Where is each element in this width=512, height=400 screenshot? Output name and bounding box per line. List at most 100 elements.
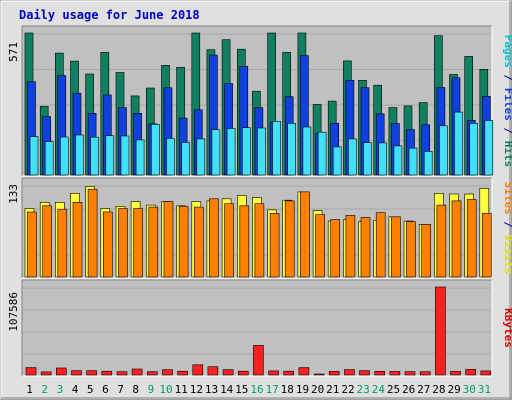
bar-sites-day-31	[481, 213, 492, 278]
bar-kbytes-day-24	[374, 370, 386, 376]
bar-kbytes-day-11	[177, 370, 188, 376]
day-label: 25	[387, 383, 400, 396]
bar-sites-day-19	[300, 191, 310, 278]
panel-mid: 133 Sites / Visits	[7, 177, 512, 279]
bar-kbytes-day-5	[86, 370, 97, 376]
bar-sites-day-17	[269, 213, 280, 278]
bar-sites-day-3	[57, 208, 68, 278]
bar-pages-day-7	[120, 135, 130, 176]
legend-label: /	[502, 68, 512, 88]
day-label: 31	[478, 383, 491, 396]
legend-label: Sites	[502, 182, 512, 215]
bar-pages-day-28	[439, 125, 448, 176]
bar-pages-day-1	[29, 136, 39, 176]
bar-kbytes-day-27	[419, 371, 431, 376]
bar-pages-day-6	[105, 135, 115, 176]
day-label: 11	[175, 383, 188, 396]
day-label: 21	[326, 383, 339, 396]
day-label: 24	[372, 383, 386, 396]
day-label: 6	[102, 383, 109, 396]
bar-kbytes-day-2	[40, 371, 52, 376]
bar-sites-day-2	[42, 205, 53, 278]
day-label: 22	[341, 383, 354, 396]
bar-pages-day-15	[242, 127, 251, 176]
bar-kbytes-day-6	[101, 370, 113, 376]
x-axis-day-labels: 1 2 3 4 5 6 7 8 9 10 11 12 13 14 15 16 17 18 19 20 21 22 23 24 2…	[26, 383, 491, 396]
bar-sites-day-12	[194, 206, 204, 278]
bar-kbytes-day-22	[344, 369, 355, 376]
bar-pages-day-4	[75, 134, 84, 176]
bar-sites-day-30	[466, 199, 477, 278]
y-axis-max-label: 571	[7, 42, 20, 62]
day-label: 2	[41, 383, 48, 396]
bar-pages-day-29	[454, 111, 463, 176]
bar-kbytes-day-8	[131, 368, 143, 376]
bar-kbytes-day-16	[253, 345, 264, 376]
bar-pages-day-11	[181, 142, 190, 176]
bar-kbytes-day-12	[192, 364, 204, 376]
bar-kbytes-day-20	[313, 373, 325, 376]
bar-kbytes-day-3	[55, 367, 67, 376]
day-label: 9	[148, 383, 155, 396]
legend-label: Visits	[502, 235, 512, 275]
bar-kbytes-day-10	[162, 369, 173, 376]
day-label: 15	[235, 383, 248, 396]
bar-sites-day-20	[315, 214, 325, 278]
bar-pages-day-26	[408, 147, 418, 176]
bar-pages-day-20	[317, 131, 327, 176]
bar-pages-day-3	[59, 136, 69, 176]
bar-pages-day-19	[302, 126, 312, 176]
legend-label: /	[502, 215, 512, 235]
panel-legend: Pages / Files / Hits	[502, 35, 512, 168]
bar-pages-day-9	[151, 124, 160, 176]
day-label: 3	[57, 383, 64, 396]
bar-kbytes-day-30	[465, 369, 477, 376]
chart-panels: 571 Pages / Files / Hits 133 Sites / Visits…	[7, 25, 512, 377]
bar-pages-day-30	[469, 123, 479, 176]
day-label: 23	[356, 383, 369, 396]
bar-sites-day-9	[148, 206, 159, 278]
bar-kbytes-day-4	[71, 370, 82, 376]
bar-pages-day-12	[196, 138, 206, 176]
day-label: 16	[250, 383, 263, 396]
bar-kbytes-day-26	[404, 371, 416, 376]
legend-label: KBytes	[502, 308, 512, 348]
bar-sites-day-1	[27, 211, 37, 278]
bar-pages-day-31	[484, 120, 494, 176]
bar-pages-day-24	[378, 142, 388, 176]
bar-sites-day-5	[87, 188, 98, 278]
bar-pages-day-2	[44, 141, 54, 176]
bar-kbytes-day-21	[328, 370, 340, 376]
bar-pages-day-10	[166, 138, 175, 176]
bar-sites-day-10	[163, 201, 174, 278]
bar-kbytes-day-15	[238, 370, 249, 376]
day-label: 5	[87, 383, 94, 396]
day-label: 10	[159, 383, 172, 396]
bar-sites-day-14	[224, 203, 234, 278]
y-axis-max-label: 107586	[7, 292, 20, 332]
bar-pages-day-27	[423, 151, 433, 176]
bar-pages-day-16	[257, 127, 266, 176]
day-label: 26	[402, 383, 415, 396]
panel-bot: 107586 KBytes	[7, 279, 512, 377]
bar-sites-day-21	[330, 219, 341, 278]
bar-kbytes-day-29	[450, 370, 461, 376]
chart-title: Daily usage for June 2018	[19, 8, 200, 22]
bar-pages-day-8	[135, 139, 145, 176]
bar-kbytes-day-14	[222, 369, 234, 376]
bar-sites-day-11	[178, 206, 189, 278]
bar-sites-day-13	[209, 198, 219, 278]
panel-legend: Sites / Visits	[502, 182, 512, 275]
day-label: 1	[26, 383, 33, 396]
bar-pages-day-25	[393, 145, 403, 176]
bar-pages-day-18	[287, 123, 297, 176]
bar-kbytes-day-25	[389, 371, 401, 376]
bar-sites-day-18	[284, 200, 295, 278]
day-label: 7	[117, 383, 124, 396]
day-label: 28	[432, 383, 445, 396]
bar-sites-day-23	[360, 217, 371, 278]
bar-pages-day-22	[348, 138, 357, 176]
legend-label: Pages	[502, 35, 512, 68]
